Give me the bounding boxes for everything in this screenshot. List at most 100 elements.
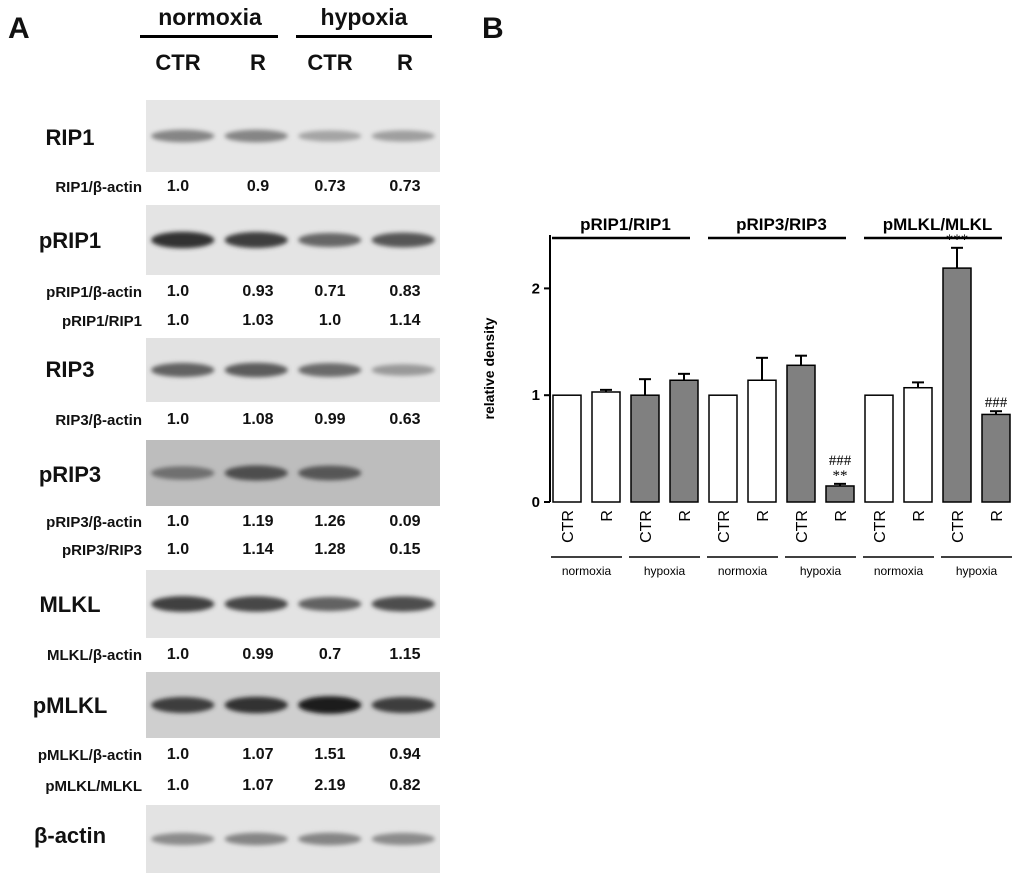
quant-label: MLKL/β-actin [47, 647, 142, 664]
blot-band [224, 696, 288, 714]
quant-value: 0.15 [389, 541, 421, 558]
blot-label-rip3: RIP3 [45, 357, 95, 382]
quant-value: 0.71 [314, 283, 346, 300]
blot-image-prip3 [146, 440, 440, 506]
bar-category-label: CTR [872, 510, 889, 543]
y-tick-label: 0 [532, 494, 540, 511]
blot-band [151, 596, 215, 612]
bar [747, 379, 777, 503]
blot-image-pmlkl [146, 672, 440, 738]
blot-band [151, 466, 215, 480]
condition-label: hypoxia [956, 564, 998, 578]
condition-hypoxia: hypoxia [320, 4, 408, 30]
quant-value: 1.0 [166, 777, 190, 794]
blot-band [298, 363, 362, 377]
panel-a-western-blot: A normoxia hypoxia CTR R CTR R RIP1 RIP1… [0, 0, 470, 880]
quant-value: 0.9 [246, 178, 270, 195]
bar [903, 386, 933, 503]
blot-band [224, 832, 288, 846]
quant-value: 0.94 [389, 746, 421, 763]
bar [630, 394, 660, 503]
quant-value: 1.19 [242, 513, 274, 530]
bar-category-label: R [755, 510, 772, 522]
quant-label: pRIP1/RIP1 [61, 313, 142, 330]
quant-value: 1.0 [166, 746, 190, 763]
bar-category-label: CTR [638, 510, 655, 543]
quant-label: pMLKL/β-actin [37, 747, 142, 764]
quant-label: RIP3/β-actin [55, 412, 142, 429]
quant-label: pMLKL/MLKL [45, 778, 142, 795]
blot-image-beta-actin [146, 805, 440, 873]
quant-value: 1.0 [166, 178, 190, 195]
panel-b-letter: B [482, 12, 504, 45]
lane-header-1: CTR [155, 50, 201, 75]
quant-value: 1.14 [389, 312, 421, 329]
bar [786, 364, 816, 503]
blot-image-rip1 [146, 100, 440, 172]
quant-value: 2.19 [314, 777, 346, 794]
condition-normoxia: normoxia [158, 4, 262, 30]
blot-label-beta-actin: β-actin [33, 823, 107, 848]
y-tick-label: 2 [532, 280, 540, 297]
blot-band [151, 697, 215, 713]
condition-label: normoxia [562, 564, 612, 578]
blot-band [298, 696, 362, 714]
quant-value: 0.63 [389, 411, 421, 428]
significance-annotation: *** [946, 232, 969, 248]
lane-header-4: R [397, 50, 413, 75]
quant-value: 0.99 [314, 411, 346, 428]
relative-density-chart: 0 1 2 relative density pRIP1/RIP1 CTR R CTR Rnor… [481, 215, 1012, 578]
blot-image-mlkl [146, 570, 440, 638]
blot-band [371, 596, 435, 612]
quant-value: 1.07 [242, 777, 274, 794]
blot-label-pmlkl: pMLKL [32, 693, 108, 718]
group-title: pRIP3/RIP3 [736, 215, 827, 234]
blot-label-mlkl: MLKL [39, 592, 101, 617]
quant-value: 0.99 [242, 646, 274, 663]
bar-category-label: R [599, 510, 616, 522]
quant-value: 1.14 [242, 541, 274, 558]
quant-value: 1.26 [314, 513, 346, 530]
group-title: pRIP1/RIP1 [580, 215, 671, 234]
group-title: pMLKL/MLKL [883, 215, 993, 234]
bar [942, 267, 972, 503]
bar-category-label: CTR [560, 510, 577, 543]
blot-band [151, 129, 215, 143]
blot-band [224, 129, 288, 143]
normoxia-underline [140, 35, 278, 38]
quant-value: 1.0 [166, 283, 190, 300]
quant-value: 1.0 [318, 312, 342, 329]
quant-label: pRIP3/β-actin [46, 514, 142, 531]
quant-value: 1.03 [242, 312, 274, 329]
blot-band [371, 364, 435, 376]
y-axis-label: relative density [481, 317, 497, 419]
quant-value: 1.0 [166, 541, 190, 558]
bar-category-label: CTR [794, 510, 811, 543]
quant-value: 1.51 [314, 746, 346, 763]
y-tick-label: 1 [532, 387, 540, 404]
blot-band [298, 465, 362, 481]
quant-label: pRIP1/β-actin [46, 284, 142, 301]
bar [669, 379, 699, 503]
blot-band [224, 232, 288, 248]
blot-label-prip3: pRIP3 [38, 462, 102, 487]
significance-annotation: ### [829, 453, 852, 469]
quant-value: 1.0 [166, 411, 190, 428]
blot-label-rip1: RIP1 [45, 125, 95, 150]
bar [825, 485, 855, 503]
blot-image-prip1 [146, 205, 440, 275]
bar [591, 391, 621, 503]
significance-annotation: ### [985, 395, 1008, 411]
panel-a-letter: A [8, 12, 30, 45]
quant-value: 1.15 [389, 646, 421, 663]
blot-band [298, 832, 362, 846]
blot-band [224, 465, 288, 481]
quant-label: pRIP3/RIP3 [61, 542, 142, 559]
quant-value: 1.08 [242, 411, 274, 428]
condition-label: normoxia [718, 564, 768, 578]
blot-band [224, 596, 288, 612]
blot-band [371, 697, 435, 713]
quant-value: 0.7 [318, 646, 342, 663]
bar [981, 413, 1011, 503]
